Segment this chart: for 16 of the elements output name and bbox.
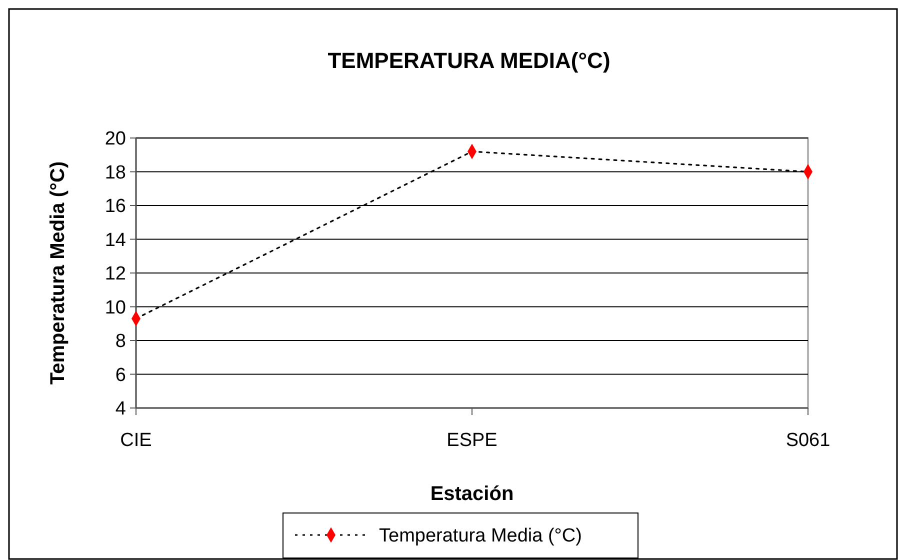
y-tick-label: 16 (104, 196, 126, 218)
y-tick-label: 6 (115, 364, 126, 386)
y-tick-label: 20 (104, 128, 126, 150)
y-tick-label: 14 (104, 230, 126, 251)
x-axis-title: Estación (430, 483, 514, 505)
legend-label: Temperatura Media (°C) (379, 526, 582, 547)
chart-title: TEMPERATURA MEDIA(°C) (328, 48, 610, 73)
y-tick-label: 12 (104, 264, 126, 285)
x-tick-label: S061 (786, 430, 830, 451)
x-tick-label: ESPE (446, 430, 498, 451)
y-tick-label: 10 (104, 297, 126, 318)
y-tick-label: 4 (115, 398, 126, 420)
y-tick-label: 18 (104, 162, 126, 184)
x-tick-label: CIE (120, 430, 152, 451)
y-tick-label: 8 (115, 331, 126, 352)
y-axis-title: Temperatura Media (°C) (47, 161, 69, 385)
